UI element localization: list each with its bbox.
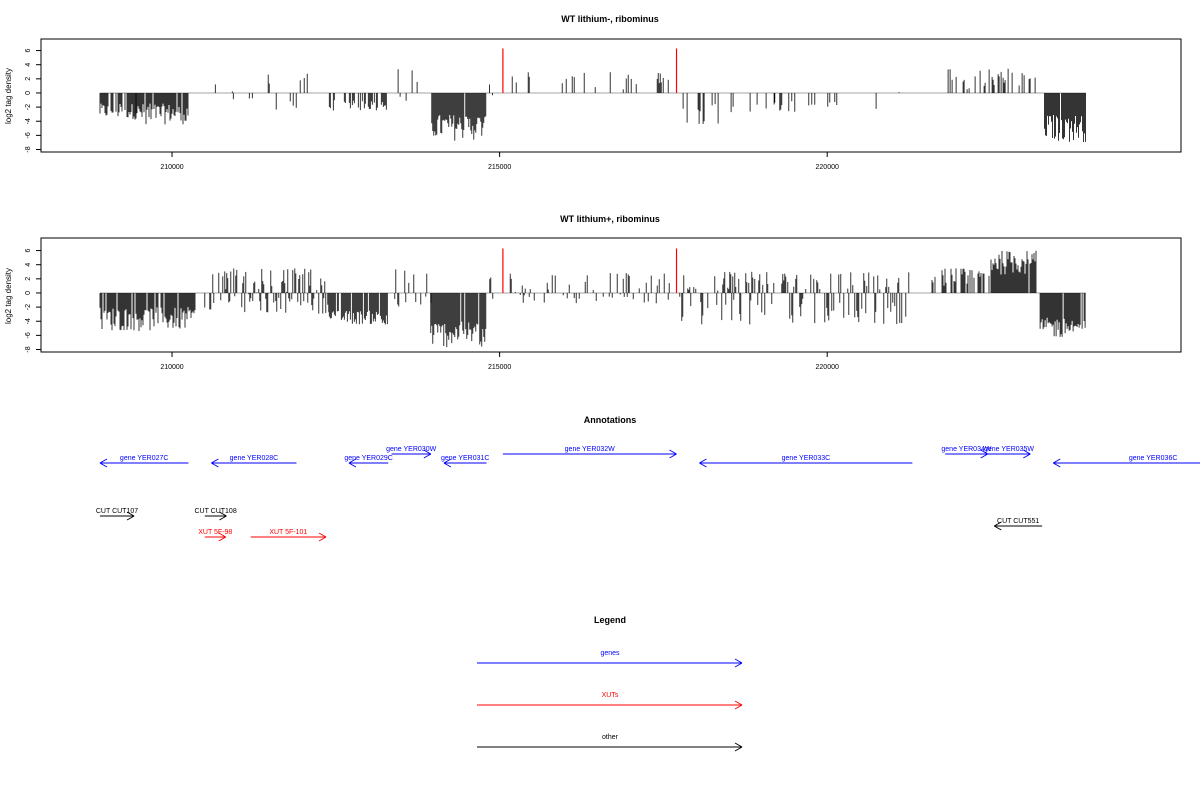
x-tick-label: 220000 bbox=[816, 364, 839, 371]
plot-frame bbox=[40, 237, 1182, 353]
annotation-label: XUT 5F-98 bbox=[198, 529, 232, 536]
annotation-feature: gene YER030W bbox=[386, 446, 437, 459]
y-axis-label: log2 tag density bbox=[4, 268, 13, 324]
annotation-label: gene YER033C bbox=[782, 455, 831, 462]
density-bars bbox=[99, 68, 1086, 143]
annotation-label: gene YER029C bbox=[344, 455, 393, 462]
y-tick-label: -4 bbox=[25, 318, 32, 324]
y-tick-label: 6 bbox=[25, 249, 32, 253]
annotation-label: XUT 5F-101 bbox=[269, 529, 307, 536]
y-tick-label: 4 bbox=[25, 63, 32, 67]
y-tick-label: -6 bbox=[25, 132, 32, 138]
annotation-feature: gene YER036C bbox=[1052, 455, 1200, 468]
y-tick-label: -2 bbox=[25, 104, 32, 110]
legend-label: genes bbox=[600, 650, 620, 657]
annotation-feature: gene YER032W bbox=[502, 446, 677, 459]
legend: Legend genes XUTs other bbox=[477, 615, 743, 752]
annotation-label: gene YER030W bbox=[386, 446, 436, 453]
y-tick-label: 0 bbox=[25, 91, 32, 95]
y-tick-label: 0 bbox=[25, 291, 32, 295]
y-tick-label: 2 bbox=[25, 277, 32, 281]
annotation-label: gene YER035W bbox=[984, 446, 1034, 453]
annotation-feature: XUT 5F-98 bbox=[198, 529, 232, 542]
x-tick-label: 210000 bbox=[160, 164, 183, 171]
density-panel-lithium-minus: WT lithium-, ribominus log2 tag density … bbox=[4, 14, 1182, 171]
annotation-feature: XUT 5F-101 bbox=[250, 529, 327, 542]
x-tick-label: 215000 bbox=[488, 364, 511, 371]
legend-item: other bbox=[477, 734, 743, 752]
legend-item: genes bbox=[477, 650, 743, 668]
y-tick-label: -8 bbox=[25, 146, 32, 152]
panel-title: WT lithium+, ribominus bbox=[560, 214, 660, 224]
highlight-bars bbox=[502, 48, 678, 93]
x-axis: 210000 215000 220000 bbox=[160, 352, 839, 371]
x-tick-label: 215000 bbox=[488, 164, 511, 171]
y-tick-label: 2 bbox=[25, 77, 32, 81]
annotation-label: CUT CUT108 bbox=[194, 508, 236, 515]
y-axis-label: log2 tag density bbox=[4, 68, 13, 124]
legend-item: XUTs bbox=[477, 692, 743, 710]
annotations-track: Annotations gene YER027C gene YER028C gene… bbox=[96, 415, 1200, 542]
annotation-label: gene YER031C bbox=[441, 455, 490, 462]
x-tick-label: 220000 bbox=[816, 164, 839, 171]
annotation-feature: gene YER035W bbox=[984, 446, 1034, 459]
y-tick-label: -4 bbox=[25, 118, 32, 124]
y-tick-label: 6 bbox=[25, 49, 32, 53]
annotation-feature: gene YER028C bbox=[211, 455, 297, 468]
annotation-label: gene YER032W bbox=[565, 446, 615, 453]
annotation-feature: CUT CUT551 bbox=[994, 518, 1043, 531]
panel-title: WT lithium-, ribominus bbox=[561, 14, 659, 24]
annotation-feature: gene YER031C bbox=[441, 455, 490, 468]
density-bars bbox=[99, 250, 1086, 348]
y-tick-label: -6 bbox=[25, 332, 32, 338]
annotation-label: CUT CUT551 bbox=[997, 518, 1039, 525]
annotation-feature: CUT CUT107 bbox=[96, 508, 138, 521]
annotation-feature: gene YER029C bbox=[344, 455, 393, 468]
density-panel-lithium-plus: WT lithium+, ribominus log2 tag density … bbox=[4, 214, 1182, 371]
legend-label: other bbox=[602, 734, 619, 741]
annotation-feature: gene YER034W bbox=[941, 446, 992, 459]
legend-title: Legend bbox=[594, 615, 626, 625]
y-tick-label: -2 bbox=[25, 304, 32, 310]
annotations-title: Annotations bbox=[584, 415, 637, 425]
annotation-feature: gene YER027C bbox=[99, 455, 189, 468]
highlight-bars bbox=[502, 248, 678, 293]
annotation-label: CUT CUT107 bbox=[96, 508, 138, 515]
annotation-label: gene YER028C bbox=[230, 455, 279, 462]
annotation-label: gene YER036C bbox=[1129, 455, 1178, 462]
y-axis: -8 -6 -4 -2 0 2 4 6 bbox=[25, 49, 41, 153]
annotation-label: gene YER027C bbox=[120, 455, 169, 462]
x-tick-label: 210000 bbox=[160, 364, 183, 371]
x-axis: 210000 215000 220000 bbox=[160, 152, 839, 171]
legend-label: XUTs bbox=[602, 692, 619, 699]
y-tick-label: 4 bbox=[25, 263, 32, 267]
y-axis: -8 -6 -4 -2 0 2 4 6 bbox=[25, 249, 41, 353]
plot-frame bbox=[40, 38, 1182, 153]
annotation-feature: CUT CUT108 bbox=[194, 508, 237, 521]
y-tick-label: -8 bbox=[25, 346, 32, 352]
annotation-feature: gene YER033C bbox=[699, 455, 913, 468]
annotation-label: gene YER034W bbox=[941, 446, 991, 453]
